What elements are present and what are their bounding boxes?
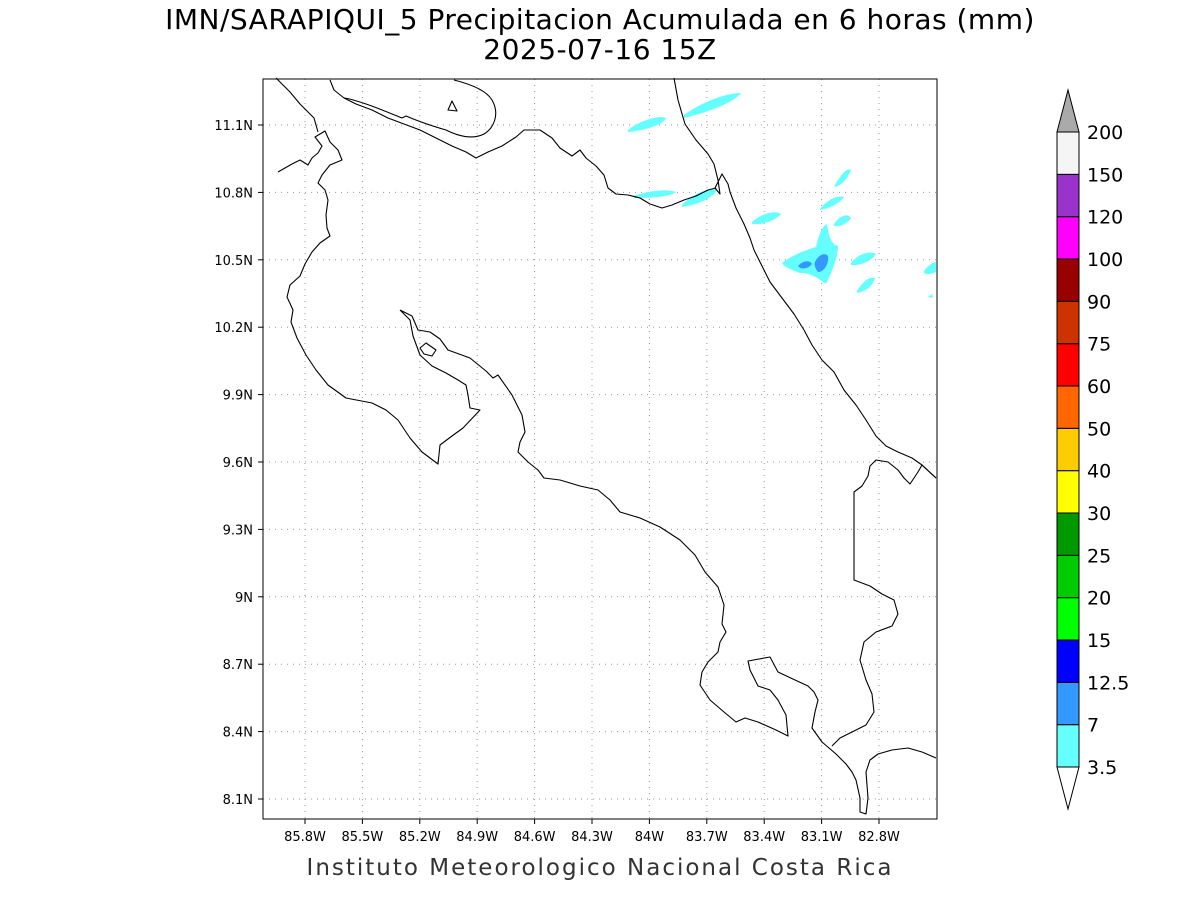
coastlines	[275, 77, 937, 815]
colorbar-label: 12.5	[1087, 672, 1129, 694]
colorbar-label: 150	[1087, 164, 1123, 186]
precip-area	[682, 189, 717, 207]
colorbar-swatch	[1056, 427, 1080, 472]
footer-credit: Instituto Meteorologico Nacional Costa R…	[306, 855, 894, 881]
colorbar-label: 25	[1087, 545, 1111, 567]
y-tick-label: 9.3N	[223, 523, 253, 538]
x-tick-label: 84W	[635, 830, 665, 845]
precip-area	[835, 169, 851, 187]
map-frame	[262, 78, 938, 820]
colorbar-over-arrow	[1056, 88, 1080, 133]
colorbar-swatch	[1056, 639, 1080, 683]
panama-border	[831, 459, 937, 747]
precip-area	[684, 93, 741, 118]
colorbar-under-arrow	[1056, 766, 1080, 811]
colorbar-swatch	[1056, 554, 1080, 599]
colorbar-swatch	[1056, 173, 1080, 218]
latitude-axis: 11.1N 10.8N 10.5N 10.2N 9.9N 9.6N 9.3N 9N 8.7N 8.…	[214, 119, 263, 808]
colorbar-swatch	[1056, 300, 1080, 345]
precip-area	[851, 252, 876, 266]
colorbar-label: 3.5	[1087, 757, 1117, 779]
nicaragua-border	[275, 77, 717, 209]
precip-area	[857, 277, 875, 293]
precip-area	[924, 262, 936, 275]
colorbar-swatch	[1056, 470, 1080, 514]
x-tick-label: 84.3W	[571, 830, 613, 845]
y-tick-label: 10.8N	[214, 186, 253, 201]
precipitation-areas	[628, 93, 936, 298]
inland-lake	[419, 342, 437, 357]
colorbar-swatch	[1056, 216, 1080, 260]
y-tick-label: 9.9N	[223, 389, 253, 404]
precip-area	[798, 261, 812, 269]
colorbar-swatch	[1056, 258, 1080, 302]
caribbean-coastline	[673, 77, 937, 479]
colorbar-label: 75	[1087, 334, 1111, 356]
colorbar-swatch	[1056, 724, 1080, 768]
precip-area	[820, 196, 844, 210]
colorbar-label: 30	[1087, 503, 1111, 525]
island	[447, 100, 458, 112]
colorbar-swatch	[1056, 343, 1080, 387]
colorbar-label: 100	[1087, 249, 1123, 271]
colorbar-label: 120	[1087, 207, 1123, 229]
precip-area	[782, 224, 838, 284]
colorbar: 3.5 7 12.5 15 20 25 30 40 50 60 75 90 100 120 150 200	[1056, 88, 1129, 811]
colorbar-label: 15	[1087, 630, 1111, 652]
colorbar-swatch	[1056, 385, 1080, 429]
x-tick-label: 85.8W	[284, 830, 326, 845]
colorbar-label: 40	[1087, 461, 1111, 483]
x-tick-label: 84.9W	[456, 830, 498, 845]
colorbar-swatch	[1056, 512, 1080, 556]
colorbar-swatch	[1056, 597, 1080, 641]
colorbar-label: 20	[1087, 588, 1111, 610]
x-tick-label: 83.4W	[743, 830, 785, 845]
y-tick-label: 11.1N	[214, 119, 253, 134]
y-tick-label: 9.6N	[223, 456, 253, 471]
y-tick-label: 8.1N	[223, 793, 253, 808]
precip-area	[628, 117, 666, 132]
x-tick-label: 85.5W	[341, 830, 383, 845]
chart-subtitle: 2025-07-16 15Z	[483, 33, 717, 66]
x-tick-label: 84.6W	[514, 830, 556, 845]
y-tick-label: 10.2N	[214, 321, 253, 336]
map-axes: 85.8W 85.5W 85.2W 84.9W 84.6W 84.3W 84W 83.7W 83…	[214, 78, 938, 845]
x-tick-label: 82.8W	[858, 830, 900, 845]
colorbar-label: 60	[1087, 376, 1111, 398]
y-tick-label: 10.5N	[214, 254, 253, 269]
x-tick-label: 83.7W	[686, 830, 728, 845]
map-grid	[263, 79, 937, 819]
x-tick-label: 85.2W	[399, 830, 441, 845]
lake-nicaragua-shore	[343, 79, 497, 138]
precip-area	[834, 215, 851, 227]
pacific-coastline	[277, 130, 937, 815]
precip-area	[814, 254, 829, 272]
y-tick-label: 9N	[235, 591, 253, 606]
colorbar-label: 200	[1087, 122, 1123, 144]
x-tick-label: 83.1W	[801, 830, 843, 845]
colorbar-label: 7	[1087, 715, 1099, 737]
colorbar-label: 50	[1087, 418, 1111, 440]
y-tick-label: 8.7N	[223, 658, 253, 673]
colorbar-swatch	[1056, 681, 1080, 726]
colorbar-label: 90	[1087, 291, 1111, 313]
precip-area	[928, 294, 933, 298]
precip-area	[752, 212, 781, 225]
y-tick-label: 8.4N	[223, 726, 253, 741]
chart-title: IMN/SARAPIQUI_5 Precipitacion Acumulada …	[165, 3, 1035, 36]
longitude-axis: 85.8W 85.5W 85.2W 84.9W 84.6W 84.3W 84W 83.7W 83…	[284, 819, 900, 845]
colorbar-swatch	[1056, 131, 1080, 175]
precip-area	[634, 190, 676, 198]
